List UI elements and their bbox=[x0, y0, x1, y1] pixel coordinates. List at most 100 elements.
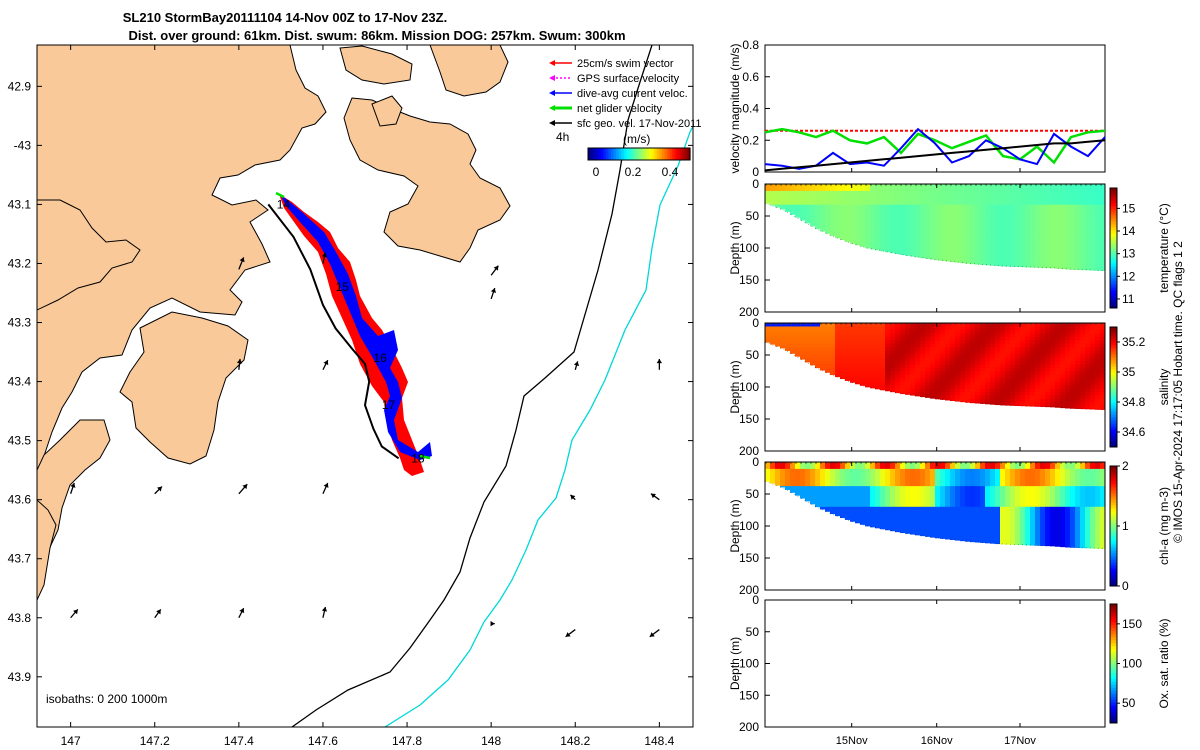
section-cell bbox=[975, 367, 981, 372]
section-cell bbox=[1050, 395, 1056, 400]
section-cell bbox=[1070, 364, 1076, 369]
section-colorbar-cell bbox=[1110, 281, 1117, 285]
section-cell bbox=[930, 472, 936, 477]
section-cell bbox=[1070, 239, 1076, 244]
section-cell bbox=[900, 190, 906, 195]
section-cell bbox=[875, 347, 881, 352]
section-cell bbox=[1015, 374, 1021, 379]
section-cell bbox=[1055, 201, 1061, 206]
section-cell bbox=[1005, 263, 1011, 267]
section-colorbar-label: salinity bbox=[1157, 369, 1171, 406]
section-cell bbox=[900, 323, 906, 327]
section-cell bbox=[890, 329, 896, 334]
section-cell bbox=[1050, 242, 1056, 247]
section-cell bbox=[860, 232, 866, 237]
section-cell bbox=[1095, 405, 1101, 410]
section-cell bbox=[1050, 259, 1056, 264]
section-cell bbox=[1045, 329, 1051, 334]
section-cell bbox=[820, 367, 826, 371]
section-cell bbox=[965, 228, 971, 233]
section-cell bbox=[1020, 374, 1026, 379]
section-cell bbox=[1015, 326, 1021, 331]
section-cell bbox=[835, 357, 841, 362]
section-cell bbox=[1055, 336, 1061, 341]
section-cell bbox=[1080, 232, 1086, 237]
section-cell bbox=[900, 228, 906, 233]
section-cell bbox=[905, 225, 911, 230]
section-cell bbox=[1085, 465, 1091, 470]
section-cell bbox=[1100, 527, 1106, 532]
section-cell bbox=[860, 378, 866, 383]
section-cell bbox=[1045, 472, 1051, 477]
section-cell bbox=[1045, 367, 1051, 372]
section-cell bbox=[930, 465, 936, 470]
section-cell bbox=[1055, 465, 1061, 470]
section-colorbar-cell bbox=[1110, 342, 1117, 346]
section-cell bbox=[975, 252, 981, 257]
section-cell bbox=[1030, 537, 1036, 542]
section-cell bbox=[1040, 239, 1046, 244]
section-cell bbox=[970, 510, 976, 515]
section-cell bbox=[1100, 357, 1106, 362]
section-cell bbox=[905, 187, 911, 192]
section-cell bbox=[800, 211, 806, 216]
section-cell bbox=[810, 360, 816, 365]
section-cell bbox=[850, 493, 856, 497]
section-cell bbox=[1100, 524, 1106, 528]
section-cell bbox=[820, 340, 826, 345]
section-cell bbox=[1005, 208, 1011, 213]
section-cell bbox=[885, 194, 891, 199]
section-cell bbox=[990, 527, 996, 532]
section-cell bbox=[1065, 493, 1071, 497]
section-cell bbox=[1100, 472, 1106, 477]
section-cell bbox=[1005, 218, 1011, 223]
section-cell bbox=[850, 517, 856, 522]
section-cell bbox=[1000, 489, 1006, 494]
section-cell bbox=[925, 524, 931, 528]
section-cell bbox=[865, 465, 871, 470]
section-cell bbox=[1025, 388, 1031, 393]
section-cell bbox=[1025, 503, 1031, 508]
section-cell bbox=[910, 190, 916, 195]
section-cell bbox=[960, 235, 966, 240]
section-cell bbox=[835, 475, 841, 480]
section-cell bbox=[925, 354, 931, 358]
section-cell bbox=[965, 252, 971, 257]
land-maria-north bbox=[343, 97, 511, 263]
section-colorbar-cell bbox=[1110, 296, 1117, 300]
section-cell bbox=[895, 510, 901, 515]
section-cell bbox=[1035, 336, 1041, 341]
section-cell bbox=[965, 524, 971, 528]
section-cell bbox=[905, 486, 911, 491]
section-cell bbox=[980, 208, 986, 213]
section-cell bbox=[905, 381, 911, 386]
section-cell bbox=[1035, 194, 1041, 199]
section-cell bbox=[1080, 493, 1086, 497]
section-cell bbox=[990, 462, 996, 466]
section-cell bbox=[895, 190, 901, 195]
section-cell bbox=[1030, 465, 1036, 470]
section-bottom-edge bbox=[764, 202, 1106, 271]
section-cell bbox=[890, 208, 896, 213]
section-cell bbox=[875, 482, 881, 487]
section-cell bbox=[960, 510, 966, 515]
section-cell bbox=[935, 371, 941, 376]
section-cell bbox=[1035, 475, 1041, 480]
section-cell bbox=[865, 506, 871, 511]
section-cell bbox=[985, 503, 991, 508]
section-cell bbox=[880, 246, 886, 250]
section-cell bbox=[1030, 378, 1036, 383]
section-colorbar-cell bbox=[1110, 197, 1117, 201]
section-cell bbox=[815, 225, 821, 230]
section-cell bbox=[1035, 208, 1041, 213]
section-cell bbox=[865, 239, 871, 244]
section-cell bbox=[1020, 527, 1026, 532]
section-cell bbox=[820, 208, 826, 213]
section-colorbar-cell bbox=[1110, 696, 1117, 700]
section-cell bbox=[1095, 391, 1101, 396]
section-cell bbox=[900, 221, 906, 226]
section-cell bbox=[880, 486, 886, 491]
section-colorbar-cell bbox=[1110, 387, 1117, 391]
section-cell bbox=[1055, 371, 1061, 376]
section-colorbar-label: Ox. sat. ratio (%) bbox=[1157, 618, 1171, 708]
